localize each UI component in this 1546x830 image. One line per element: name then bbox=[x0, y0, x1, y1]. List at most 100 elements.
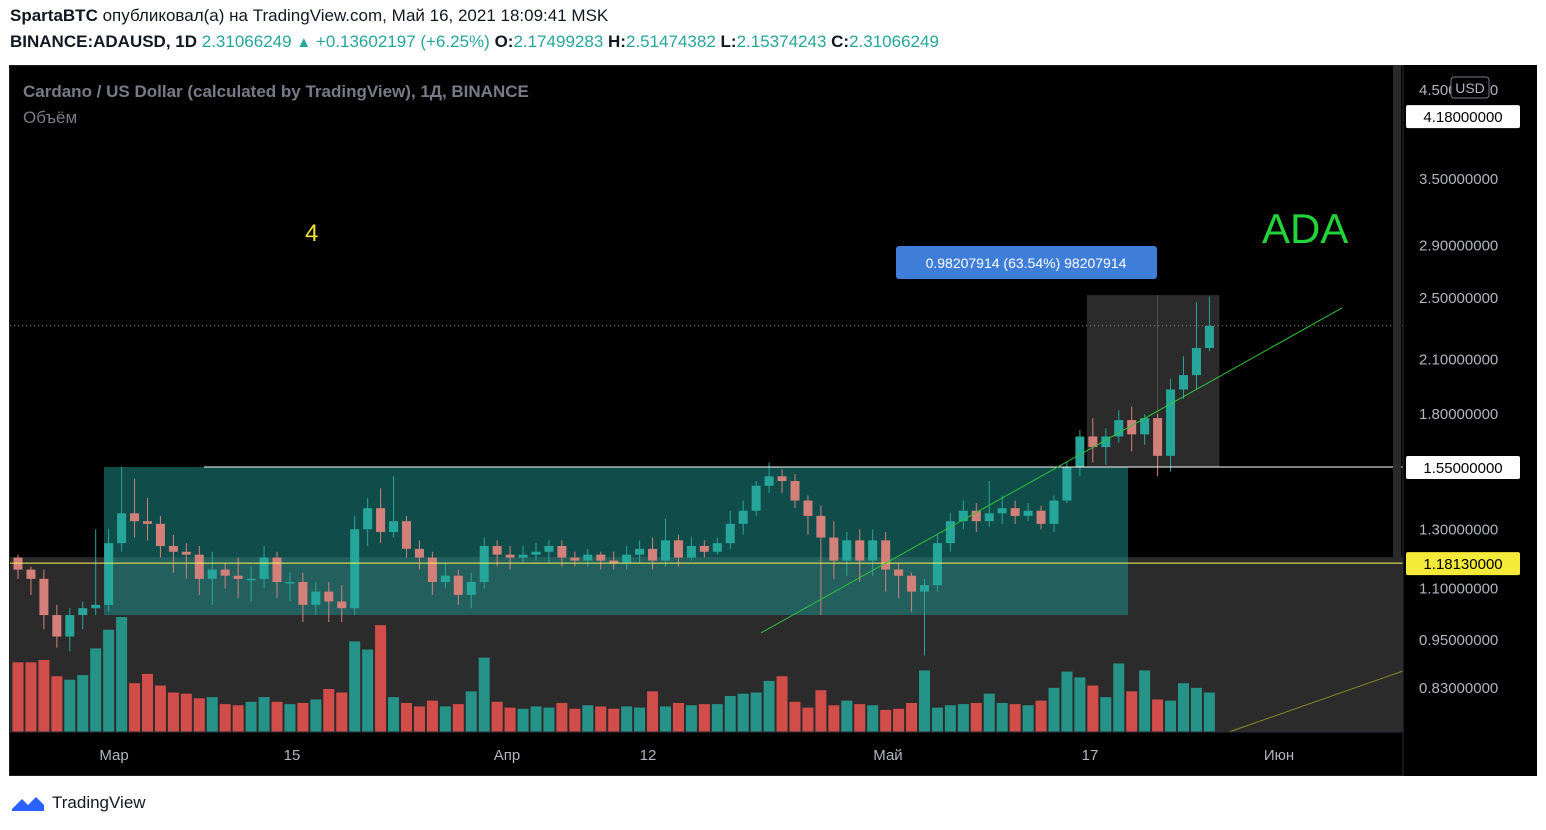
y-tick-label: 0.83000000 bbox=[1419, 680, 1498, 697]
volume-bar bbox=[530, 706, 542, 732]
price-axis-panel bbox=[1403, 65, 1537, 776]
candle-body bbox=[414, 548, 424, 558]
candle-body bbox=[583, 554, 593, 561]
low-label: L: bbox=[720, 32, 737, 51]
candle-body bbox=[1179, 375, 1188, 390]
candle-body bbox=[596, 554, 606, 561]
author-name[interactable]: SpartaBTC bbox=[10, 6, 98, 25]
volume-bar bbox=[103, 629, 115, 732]
volume-bar bbox=[569, 708, 581, 732]
volume-bar bbox=[1113, 663, 1125, 732]
candle-body bbox=[26, 569, 36, 579]
volume-bar bbox=[854, 704, 866, 732]
last-price: 2.31066249 bbox=[201, 32, 292, 51]
price-label-box bbox=[1406, 105, 1520, 129]
volume-bar bbox=[944, 705, 956, 732]
candle-body bbox=[881, 540, 891, 570]
candle-body bbox=[427, 557, 437, 582]
y-tick-label: 0.95000000 bbox=[1419, 632, 1498, 649]
volume-bar bbox=[634, 707, 646, 732]
price-label-text: 4.18000000 bbox=[1423, 109, 1502, 126]
volume-bar bbox=[880, 709, 892, 732]
candle-body bbox=[1101, 436, 1111, 448]
volume-bar bbox=[1203, 692, 1215, 732]
volume-bar bbox=[841, 700, 853, 732]
volume-bar bbox=[1100, 697, 1112, 732]
volume-label: Объём bbox=[23, 108, 77, 127]
candle-body bbox=[1204, 325, 1214, 349]
candle-body bbox=[544, 545, 554, 552]
high-value: 2.51474382 bbox=[625, 32, 716, 51]
candle-body bbox=[725, 523, 735, 544]
volume-bar bbox=[180, 693, 192, 732]
volume-bar bbox=[90, 648, 102, 732]
candle-body bbox=[1049, 500, 1059, 524]
price-label-box bbox=[1406, 552, 1520, 576]
candle-body bbox=[816, 515, 826, 538]
candle-body bbox=[790, 481, 800, 501]
candle-body bbox=[104, 543, 114, 605]
volume-bar bbox=[1087, 685, 1099, 732]
candle-body bbox=[194, 554, 204, 579]
volume-bar bbox=[504, 707, 516, 732]
volume-bar bbox=[25, 662, 37, 732]
candle-body bbox=[505, 554, 515, 558]
brand-name: TradingView bbox=[52, 793, 146, 812]
volume-bar bbox=[491, 701, 503, 732]
volume-bar bbox=[1061, 671, 1073, 732]
candle-body bbox=[635, 548, 645, 555]
volume-bar bbox=[1074, 677, 1086, 732]
candle-body bbox=[492, 545, 502, 555]
candle-body bbox=[842, 540, 852, 561]
candle-body bbox=[518, 554, 528, 558]
volume-bar bbox=[1009, 704, 1021, 732]
candle-body bbox=[945, 521, 955, 544]
x-tick-label: 15 bbox=[284, 747, 301, 764]
candle-body bbox=[298, 581, 308, 605]
volume-bar bbox=[219, 704, 231, 732]
candle-body bbox=[39, 578, 49, 616]
volume-bar bbox=[672, 702, 684, 732]
candle-body bbox=[609, 560, 619, 564]
candle-body bbox=[1166, 389, 1176, 456]
candle-body bbox=[272, 557, 282, 582]
candle-body bbox=[155, 523, 165, 546]
candle-body bbox=[1088, 436, 1098, 448]
candle-body bbox=[363, 508, 373, 530]
x-tick-label: 12 bbox=[640, 747, 657, 764]
candle-body bbox=[907, 575, 917, 592]
volume-bar bbox=[426, 700, 438, 732]
candle-body bbox=[855, 540, 865, 561]
candle-body bbox=[479, 545, 489, 582]
volume-bar bbox=[737, 693, 749, 732]
publish-info: SpartaBTC опубликовал(а) на TradingView.… bbox=[10, 6, 608, 26]
volume-bar bbox=[452, 704, 464, 732]
y-tick-label: 1.80000000 bbox=[1419, 406, 1498, 423]
currency-badge[interactable]: USD bbox=[1450, 76, 1490, 99]
volume-bar bbox=[647, 691, 659, 732]
candle-body bbox=[751, 485, 761, 511]
candle-body bbox=[699, 545, 709, 552]
volume-bar bbox=[543, 707, 555, 732]
volume-bars bbox=[12, 617, 1215, 732]
candle-body bbox=[91, 604, 101, 609]
volume-bar bbox=[129, 683, 141, 732]
volume-bar bbox=[621, 706, 633, 732]
candle-body bbox=[686, 545, 696, 558]
volume-bar bbox=[698, 704, 710, 732]
volume-bar bbox=[750, 692, 762, 732]
close-label: C: bbox=[831, 32, 850, 51]
open-value: 2.17499283 bbox=[513, 32, 604, 51]
range-box bbox=[104, 467, 1128, 616]
candle-body bbox=[1153, 418, 1163, 456]
volume-bar bbox=[556, 702, 568, 732]
close-value: 2.31066249 bbox=[849, 32, 939, 51]
volume-bar bbox=[1022, 705, 1034, 732]
footer-brand[interactable]: TradingView bbox=[10, 790, 146, 816]
candle-body bbox=[1010, 508, 1020, 516]
volume-bar bbox=[711, 704, 723, 732]
volume-bar bbox=[763, 680, 775, 732]
price-chart[interactable]: 4.500000003.500000002.900000002.50000000… bbox=[9, 65, 1537, 776]
volume-bar bbox=[51, 676, 63, 732]
candle-body bbox=[324, 591, 334, 602]
